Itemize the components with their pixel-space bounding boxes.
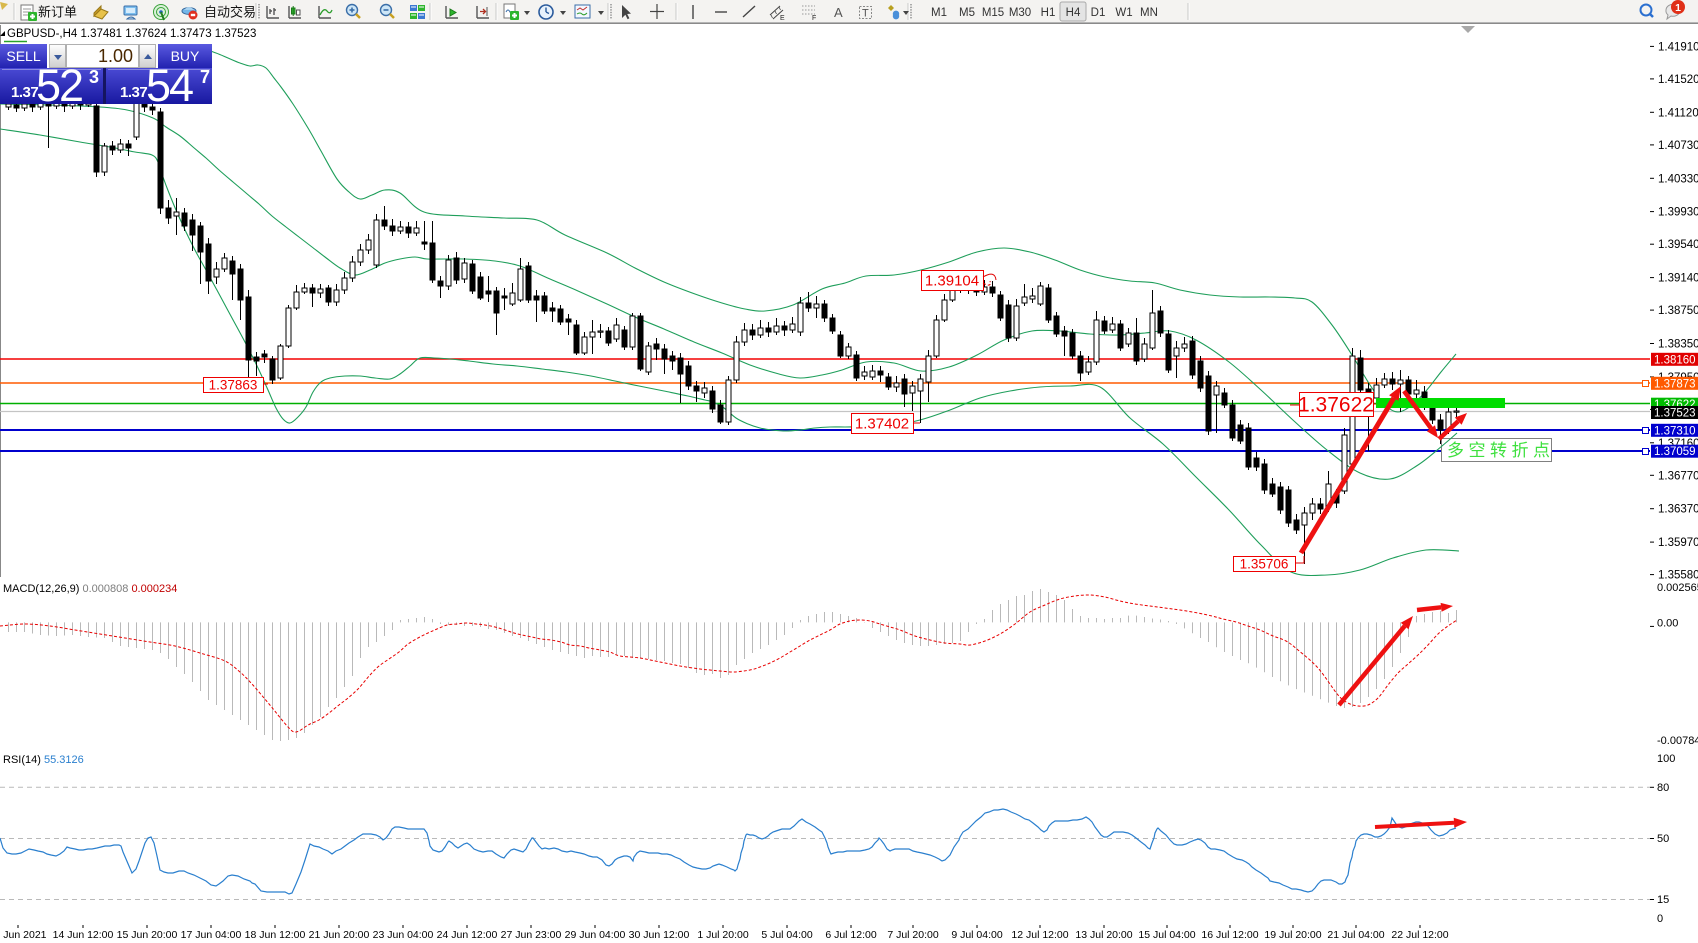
svg-text:50: 50 bbox=[1657, 833, 1669, 845]
svg-text:MACD(12,26,9) 0.000808 0.00023: MACD(12,26,9) 0.000808 0.000234 bbox=[3, 583, 177, 595]
svg-text:H4: H4 bbox=[1066, 7, 1081, 19]
svg-text:1.38160: 1.38160 bbox=[1654, 354, 1696, 366]
svg-text:M30: M30 bbox=[1009, 7, 1031, 19]
svg-text:27 Jun 23:00: 27 Jun 23:00 bbox=[501, 929, 562, 941]
svg-text:1.37523: 1.37523 bbox=[1654, 408, 1696, 420]
svg-text:多空转折点: 多空转折点 bbox=[1447, 441, 1555, 460]
svg-text:11 Jun 2021: 11 Jun 2021 bbox=[0, 929, 47, 941]
svg-text:1.35580: 1.35580 bbox=[1658, 570, 1698, 582]
svg-text:1.37863: 1.37863 bbox=[209, 377, 258, 392]
svg-text:W1: W1 bbox=[1115, 7, 1132, 19]
svg-text:29 Jun 04:00: 29 Jun 04:00 bbox=[565, 929, 626, 941]
svg-text:1.38350: 1.38350 bbox=[1658, 339, 1698, 351]
svg-text:F: F bbox=[812, 15, 816, 22]
svg-text:9 Jul 04:00: 9 Jul 04:00 bbox=[951, 929, 1003, 941]
svg-text:1.39540: 1.39540 bbox=[1658, 239, 1698, 251]
svg-text:18 Jun 12:00: 18 Jun 12:00 bbox=[245, 929, 306, 941]
svg-text:自动交易: 自动交易 bbox=[204, 5, 256, 20]
svg-text:1.37402: 1.37402 bbox=[855, 415, 909, 432]
svg-text:1.38750: 1.38750 bbox=[1658, 305, 1698, 317]
svg-text:1.41520: 1.41520 bbox=[1658, 74, 1698, 86]
svg-text:1.35970: 1.35970 bbox=[1658, 537, 1698, 549]
svg-text:MN: MN bbox=[1140, 7, 1158, 19]
svg-text:A: A bbox=[834, 5, 843, 20]
svg-text:7 Jul 20:00: 7 Jul 20:00 bbox=[887, 929, 939, 941]
svg-text:5 Jul 04:00: 5 Jul 04:00 bbox=[761, 929, 813, 941]
svg-text:1.41120: 1.41120 bbox=[1658, 107, 1698, 119]
svg-text:M5: M5 bbox=[959, 7, 975, 19]
svg-text:1.37059: 1.37059 bbox=[1654, 446, 1696, 458]
svg-text:6 Jul 12:00: 6 Jul 12:00 bbox=[825, 929, 877, 941]
svg-text:0.002565: 0.002565 bbox=[1657, 582, 1698, 594]
svg-text:0: 0 bbox=[1657, 913, 1663, 925]
svg-text:1.40330: 1.40330 bbox=[1658, 173, 1698, 185]
svg-text:-0.007847: -0.007847 bbox=[1657, 735, 1698, 747]
svg-text:1 Jul 20:00: 1 Jul 20:00 bbox=[697, 929, 749, 941]
svg-text:1.37873: 1.37873 bbox=[1654, 378, 1696, 390]
svg-text:1.40730: 1.40730 bbox=[1658, 140, 1698, 152]
svg-text:0.00: 0.00 bbox=[1657, 617, 1678, 629]
svg-text:T: T bbox=[862, 8, 869, 20]
svg-text:1.39930: 1.39930 bbox=[1658, 207, 1698, 219]
svg-text:M1: M1 bbox=[931, 7, 947, 19]
svg-text:15: 15 bbox=[1657, 894, 1669, 906]
svg-text:1.36370: 1.36370 bbox=[1658, 504, 1698, 516]
svg-text:1.39140: 1.39140 bbox=[1658, 273, 1698, 285]
svg-text:22 Jul 12:00: 22 Jul 12:00 bbox=[1391, 929, 1448, 941]
svg-text:17 Jun 04:00: 17 Jun 04:00 bbox=[181, 929, 242, 941]
svg-text:15 Jul 04:00: 15 Jul 04:00 bbox=[1138, 929, 1195, 941]
svg-text:GBPUSD-,H4 1.37481 1.37624 1.: GBPUSD-,H4 1.37481 1.37624 1.37473 1.375… bbox=[7, 28, 256, 40]
svg-text:1.39104: 1.39104 bbox=[925, 272, 979, 289]
svg-text:15 Jun 20:00: 15 Jun 20:00 bbox=[117, 929, 178, 941]
svg-text:14 Jun 12:00: 14 Jun 12:00 bbox=[53, 929, 114, 941]
svg-text:1: 1 bbox=[1675, 2, 1681, 14]
svg-text:16 Jul 12:00: 16 Jul 12:00 bbox=[1201, 929, 1258, 941]
svg-text:M15: M15 bbox=[982, 7, 1004, 19]
svg-text:新订单: 新订单 bbox=[38, 5, 77, 20]
svg-text:1.41910: 1.41910 bbox=[1658, 41, 1698, 53]
svg-text:1.37622: 1.37622 bbox=[1298, 394, 1374, 417]
svg-text:D1: D1 bbox=[1091, 7, 1106, 19]
svg-text:24 Jun 12:00: 24 Jun 12:00 bbox=[437, 929, 498, 941]
svg-text:21 Jul 04:00: 21 Jul 04:00 bbox=[1327, 929, 1384, 941]
svg-text:1.37310: 1.37310 bbox=[1654, 425, 1696, 437]
svg-text:30 Jun 12:00: 30 Jun 12:00 bbox=[629, 929, 690, 941]
svg-text:H1: H1 bbox=[1041, 7, 1056, 19]
svg-text:RSI(14) 55.3126: RSI(14) 55.3126 bbox=[3, 754, 84, 766]
svg-text:100: 100 bbox=[1657, 753, 1675, 765]
svg-text:23 Jun 04:00: 23 Jun 04:00 bbox=[373, 929, 434, 941]
svg-text:19 Jul 20:00: 19 Jul 20:00 bbox=[1264, 929, 1321, 941]
svg-text:80: 80 bbox=[1657, 782, 1669, 794]
svg-text:21 Jun 20:00: 21 Jun 20:00 bbox=[309, 929, 370, 941]
svg-text:1.36770: 1.36770 bbox=[1658, 470, 1698, 482]
svg-text:12 Jul 12:00: 12 Jul 12:00 bbox=[1011, 929, 1068, 941]
svg-text:1.35706: 1.35706 bbox=[1240, 556, 1289, 571]
svg-text:E: E bbox=[780, 15, 785, 22]
svg-text:13 Jul 20:00: 13 Jul 20:00 bbox=[1075, 929, 1132, 941]
